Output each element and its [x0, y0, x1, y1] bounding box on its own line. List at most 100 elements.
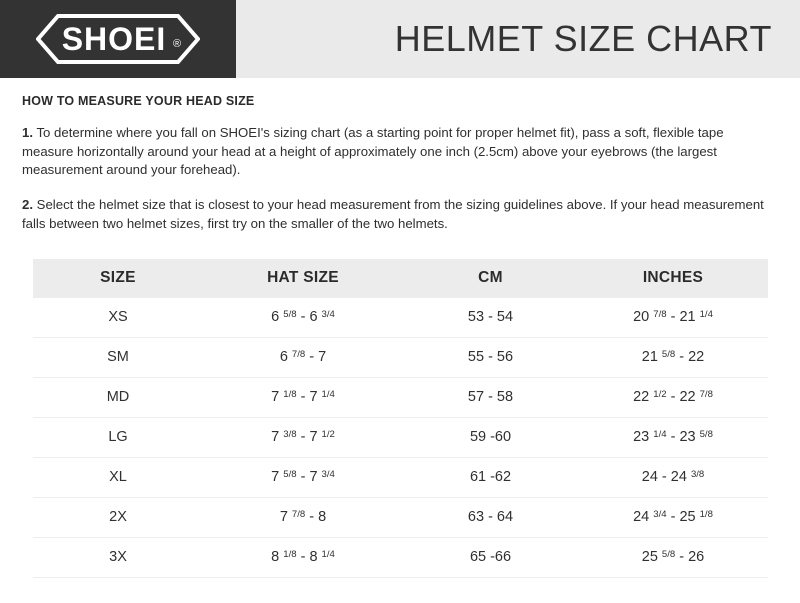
- measure-whole: 25: [641, 549, 658, 566]
- measure-separator: -: [666, 389, 680, 406]
- cell-cm: 59 -60: [403, 417, 578, 458]
- measure-fraction: 3/8: [690, 469, 705, 481]
- measure-separator: -: [657, 469, 671, 486]
- measure-fraction: 5/8: [283, 469, 297, 481]
- measure-fraction: 1/2: [321, 429, 335, 441]
- cell-size: MD: [33, 377, 203, 418]
- measure-whole: 21: [641, 349, 658, 366]
- svg-text:SHOEI: SHOEI: [62, 21, 167, 57]
- instruction-step-1-text: To determine where you fall on SHOEI's s…: [22, 125, 724, 178]
- measure-fraction: 3/4: [321, 309, 335, 321]
- measure-fraction: 5/8: [661, 549, 676, 561]
- table-row: LG 7 3/8 - 7 1/2 59 -60 23 1/4 - 23 5/8: [33, 417, 768, 458]
- instruction-step-1-number: 1.: [22, 125, 33, 140]
- measure-separator: -: [666, 309, 680, 326]
- measure-separator: -: [675, 349, 689, 366]
- measure-separator: -: [296, 309, 310, 326]
- measure-fraction: 1/4: [699, 309, 713, 321]
- measure-whole: 20: [633, 309, 650, 326]
- measure-whole: 23: [633, 429, 650, 446]
- cell-hat-size: 7 1/8 - 7 1/4: [203, 377, 403, 418]
- measure-separator: -: [305, 509, 319, 526]
- header-title-area: HELMET SIZE CHART: [236, 0, 800, 78]
- measure-whole: 7: [279, 509, 288, 526]
- measure-whole: 8: [271, 549, 280, 566]
- measure-whole: 7: [271, 469, 280, 486]
- measure-whole: 8: [309, 549, 318, 566]
- cell-size: 3X: [33, 537, 203, 578]
- measure-fraction: 5/8: [283, 309, 297, 321]
- table-header: SIZE HAT SIZE CM INCHES: [33, 258, 768, 298]
- measure-fraction: 5/8: [699, 429, 713, 441]
- cell-hat-size: 6 5/8 - 6 3/4: [203, 296, 403, 338]
- measure-whole: 7: [309, 429, 318, 446]
- instruction-step-2-number: 2.: [22, 197, 33, 213]
- measure-fraction: 1/8: [283, 389, 297, 401]
- table-row: XS 6 5/8 - 6 3/4 53 - 54 20 7/8 - 21 1/4: [33, 296, 768, 338]
- column-header-inches: INCHES: [578, 258, 768, 298]
- measure-whole: 25: [679, 509, 696, 526]
- measure-whole: 6: [279, 349, 288, 366]
- svg-text:®: ®: [173, 38, 181, 50]
- cell-hat-size: 7 3/8 - 7 1/2: [203, 417, 403, 458]
- measure-whole: 7: [309, 389, 318, 406]
- cell-size: XS: [33, 296, 203, 338]
- measure-whole: 7: [271, 429, 280, 446]
- cell-size: LG: [33, 417, 203, 458]
- measure-fraction: 1/8: [699, 509, 713, 521]
- cell-inches: 25 5/8 - 26: [578, 537, 768, 578]
- cell-inches: 22 1/2 - 22 7/8: [578, 377, 768, 418]
- size-chart-table: SIZE HAT SIZE CM INCHES XS 6 5/8 - 6 3/4 5…: [33, 258, 768, 578]
- page-header: SHOEI ® HELMET SIZE CHART: [0, 0, 800, 78]
- column-header-cm: CM: [403, 258, 578, 298]
- measure-fraction: 3/8: [283, 429, 297, 441]
- cell-hat-size: 7 5/8 - 7 3/4: [203, 457, 403, 498]
- measure-whole: 24: [670, 469, 687, 486]
- size-chart-table-wrap: SIZE HAT SIZE CM INCHES XS 6 5/8 - 6 3/4 5…: [0, 250, 800, 578]
- table-row: XL 7 5/8 - 7 3/4 61 -62 24 - 24 3/8: [33, 457, 768, 498]
- measure-separator: -: [305, 349, 319, 366]
- measure-fraction: 1/4: [653, 429, 667, 441]
- measure-whole: 6: [309, 309, 318, 326]
- cell-cm: 53 - 54: [403, 296, 578, 338]
- cell-inches: 20 7/8 - 21 1/4: [578, 296, 768, 338]
- cell-inches: 24 - 24 3/8: [578, 457, 768, 498]
- measure-fraction: 1/2: [653, 389, 667, 401]
- measure-whole: 8: [318, 509, 327, 526]
- measure-whole: 21: [679, 309, 696, 326]
- column-header-size: SIZE: [33, 258, 203, 298]
- cell-size: SM: [33, 337, 203, 378]
- measure-fraction: 7/8: [291, 349, 306, 361]
- cell-cm: 63 - 64: [403, 497, 578, 538]
- table-row: SM 6 7/8 - 7 55 - 56 21 5/8 - 22: [33, 337, 768, 378]
- measure-separator: -: [296, 389, 310, 406]
- measure-fraction: 1/8: [283, 549, 297, 561]
- measure-separator: -: [675, 549, 689, 566]
- measure-whole: 22: [633, 389, 650, 406]
- measure-separator: -: [296, 549, 310, 566]
- measure-whole: 7: [318, 349, 327, 366]
- cell-inches: 23 1/4 - 23 5/8: [578, 417, 768, 458]
- measure-fraction: 7/8: [653, 309, 667, 321]
- instruction-step-2-text: Select the helmet size that is closest t…: [22, 197, 764, 231]
- table-row: MD 7 1/8 - 7 1/4 57 - 58 22 1/2 - 22 7/8: [33, 377, 768, 418]
- measure-whole: 7: [309, 469, 318, 486]
- measure-whole: 23: [679, 429, 696, 446]
- instruction-step-2: 2. Select the helmet size that is closes…: [22, 196, 778, 233]
- cell-hat-size: 7 7/8 - 8: [203, 497, 403, 538]
- measure-separator: -: [666, 429, 680, 446]
- cell-cm: 65 -66: [403, 537, 578, 578]
- instructions-heading: HOW TO MEASURE YOUR HEAD SIZE: [22, 94, 255, 108]
- measure-fraction: 3/4: [321, 469, 335, 481]
- cell-hat-size: 6 7/8 - 7: [203, 337, 403, 378]
- cell-size: 2X: [33, 497, 203, 538]
- table-header-row: SIZE HAT SIZE CM INCHES: [33, 258, 768, 298]
- measure-fraction: 7/8: [699, 389, 713, 401]
- cell-cm: 57 - 58: [403, 377, 578, 418]
- table-row: 2X 7 7/8 - 8 63 - 64 24 3/4 - 25 1/8: [33, 497, 768, 538]
- cell-size: XL: [33, 457, 203, 498]
- shoei-logo-block: SHOEI ®: [0, 0, 236, 78]
- measure-separator: -: [296, 469, 310, 486]
- measure-whole: 22: [688, 349, 705, 366]
- measure-whole: 24: [633, 509, 650, 526]
